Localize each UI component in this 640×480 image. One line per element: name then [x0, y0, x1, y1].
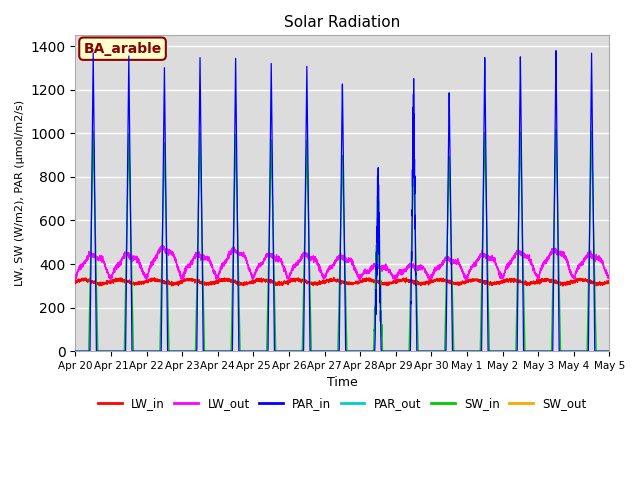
Y-axis label: LW, SW (W/m2), PAR (μmol/m2/s): LW, SW (W/m2), PAR (μmol/m2/s) [15, 100, 25, 287]
Text: BA_arable: BA_arable [83, 42, 162, 56]
Legend: LW_in, LW_out, PAR_in, PAR_out, SW_in, SW_out: LW_in, LW_out, PAR_in, PAR_out, SW_in, S… [93, 392, 591, 415]
Title: Solar Radiation: Solar Radiation [284, 15, 401, 30]
X-axis label: Time: Time [327, 376, 358, 389]
